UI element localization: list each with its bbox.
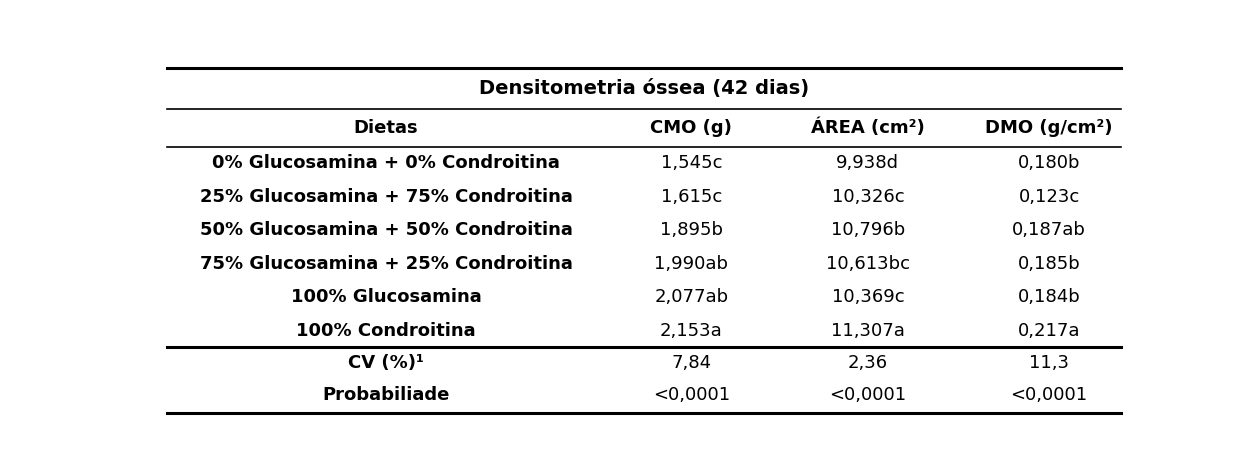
Text: 0,123c: 0,123c [1019,188,1080,206]
Text: <0,0001: <0,0001 [653,387,730,405]
Text: 1,990ab: 1,990ab [654,255,728,273]
Text: DMO (g/cm²): DMO (g/cm²) [986,119,1113,137]
Text: 2,36: 2,36 [848,354,888,372]
Text: <0,0001: <0,0001 [829,387,907,405]
Text: 100% Condroitina: 100% Condroitina [296,322,476,340]
Text: 1,545c: 1,545c [661,154,722,172]
Text: ÁREA (cm²): ÁREA (cm²) [811,119,924,137]
Text: Probabiliade: Probabiliade [323,387,450,405]
Text: 1,895b: 1,895b [659,221,723,239]
Text: 0,217a: 0,217a [1017,322,1080,340]
Text: 11,307a: 11,307a [831,322,904,340]
Text: 0,185b: 0,185b [1017,255,1080,273]
Text: 2,153a: 2,153a [659,322,722,340]
Text: 10,796b: 10,796b [830,221,906,239]
Text: 50% Glucosamina + 50% Condroitina: 50% Glucosamina + 50% Condroitina [200,221,573,239]
Text: Dietas: Dietas [354,119,418,137]
Text: 10,613bc: 10,613bc [826,255,909,273]
Text: 100% Glucosamina: 100% Glucosamina [290,288,481,306]
Text: CMO (g): CMO (g) [651,119,732,137]
Text: 10,326c: 10,326c [831,188,904,206]
Text: 9,938d: 9,938d [836,154,899,172]
Text: 1,615c: 1,615c [661,188,722,206]
Text: Densitometria óssea (42 dias): Densitometria óssea (42 dias) [479,79,809,98]
Text: 75% Glucosamina + 25% Condroitina: 75% Glucosamina + 25% Condroitina [200,255,573,273]
Text: 0,184b: 0,184b [1017,288,1080,306]
Text: 7,84: 7,84 [672,354,711,372]
Text: <0,0001: <0,0001 [1011,387,1088,405]
Text: CV (%)¹: CV (%)¹ [348,354,425,372]
Text: 2,077ab: 2,077ab [654,288,728,306]
Text: 0% Glucosamina + 0% Condroitina: 0% Glucosamina + 0% Condroitina [212,154,560,172]
Text: 0,180b: 0,180b [1017,154,1080,172]
Text: 10,369c: 10,369c [831,288,904,306]
Text: 11,3: 11,3 [1029,354,1069,372]
Text: 25% Glucosamina + 75% Condroitina: 25% Glucosamina + 75% Condroitina [200,188,573,206]
Text: 0,187ab: 0,187ab [1012,221,1086,239]
